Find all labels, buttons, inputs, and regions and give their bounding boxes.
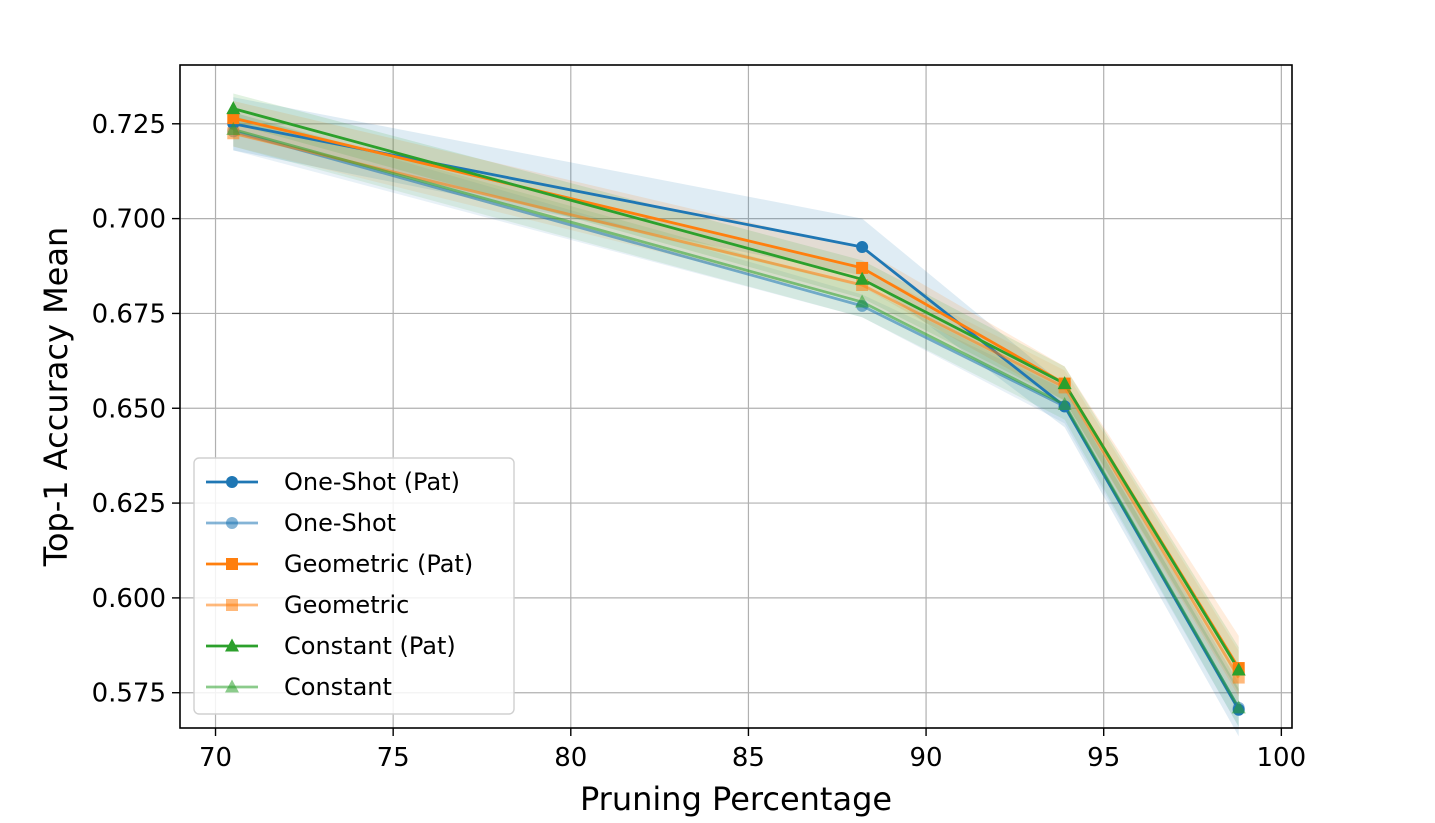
legend-label-geometric-pat: Geometric (Pat)	[284, 550, 473, 578]
point-constant-pat	[1057, 376, 1072, 390]
line-constant-pat	[232, 107, 1240, 671]
x-tick-label: 70	[199, 743, 232, 773]
x-tick-label: 80	[554, 743, 587, 773]
legend-label-one-shot-pat: One-Shot (Pat)	[284, 468, 460, 496]
legend-label-constant-pat: Constant (Pat)	[284, 632, 456, 660]
band-geometric-pat	[233, 101, 1239, 697]
point-constant-pat	[855, 271, 870, 285]
y-tick-label: 0.600	[92, 584, 166, 614]
y-tick-label: 0.675	[92, 299, 166, 329]
legend-label-constant: Constant	[284, 673, 392, 701]
y-tick-label: 0.575	[92, 679, 166, 709]
point-geometric-pat	[227, 112, 240, 125]
legend-box	[193, 457, 515, 715]
legend-marker-one-shot-pat	[226, 476, 238, 488]
point-constant-pat	[1231, 662, 1246, 676]
x-tick-label: 90	[910, 743, 943, 773]
legend-marker-geometric-pat	[226, 558, 238, 570]
series-lines	[232, 107, 1240, 711]
point-constant	[1231, 700, 1246, 714]
legend-marker-constant	[225, 679, 239, 693]
y-axis-label: Top-1 Accuracy Mean	[37, 227, 75, 568]
legend: One-Shot (Pat) One-Shot Geometric (Pat) Geo…	[193, 457, 515, 715]
legend-label-one-shot: One-Shot	[284, 509, 396, 537]
x-tick-label: 75	[377, 743, 410, 773]
y-tick-label: 0.700	[92, 205, 166, 235]
legend-label-geometric: Geometric	[284, 591, 409, 619]
line-geometric	[232, 131, 1240, 679]
x-tick-label: 100	[1257, 743, 1307, 773]
x-tick-label: 95	[1087, 743, 1120, 773]
point-constant-pat	[226, 101, 241, 115]
point-geometric-pat	[856, 261, 869, 274]
band-one-shot-pat	[233, 97, 1239, 737]
point-constant	[1057, 396, 1072, 410]
series-markers	[226, 101, 1246, 716]
y-tick-label: 0.650	[92, 394, 166, 424]
point-constant	[226, 121, 241, 135]
plot-frame	[179, 64, 1293, 729]
y-tick-label: 0.625	[92, 489, 166, 519]
point-one-shot-pat	[856, 241, 869, 254]
ticks: 70 75 80 85 90 95 100 0.575 0.600 0.625 0.650 0.675…	[92, 110, 1307, 773]
line-constant	[232, 128, 1240, 709]
band-one-shot	[233, 112, 1239, 727]
legend-marker-constant-pat	[225, 638, 239, 652]
point-constant	[855, 294, 870, 308]
confidence-bands	[233, 93, 1239, 737]
x-axis-label: Pruning Percentage	[580, 780, 892, 818]
legend-marker-geometric	[226, 599, 238, 611]
y-tick-label: 0.725	[92, 110, 166, 140]
legend-marker-one-shot	[226, 517, 238, 529]
x-tick-label: 85	[732, 743, 765, 773]
